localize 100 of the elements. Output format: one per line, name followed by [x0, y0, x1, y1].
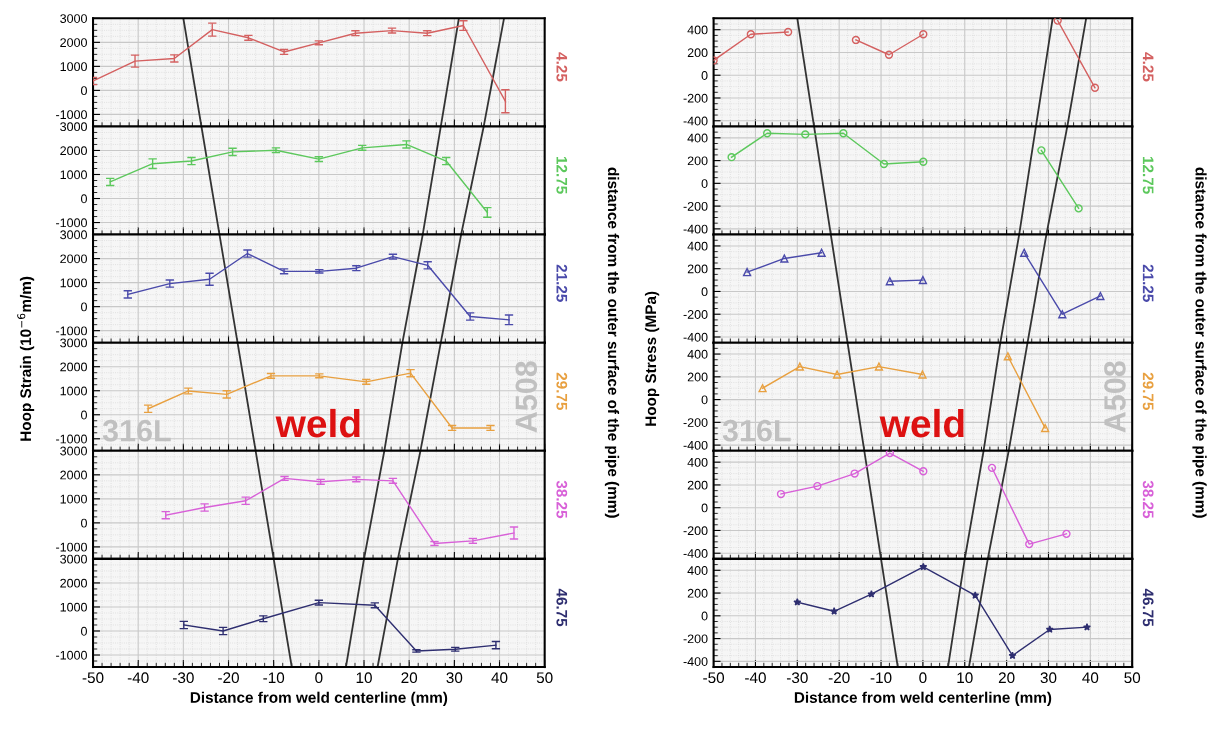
text: 21.25 [1142, 264, 1154, 302]
y2-axis-title: distance from the outer surface of the pipe (mm) [604, 167, 620, 518]
y-tick-label: -1000 [56, 326, 87, 336]
x-tick-label: -20 [218, 672, 239, 684]
y-tick-label: 200 [687, 372, 708, 382]
y-tick-label: -400 [683, 224, 708, 234]
annotation: weld [879, 408, 964, 438]
annotation: weld [275, 408, 360, 438]
x-tick-label: 0 [315, 672, 323, 684]
x-tick-label: 10 [356, 672, 372, 684]
x-tick-label: -10 [870, 672, 892, 684]
y-tick-label: 1000 [60, 170, 87, 180]
y-tick-label: -1000 [56, 218, 87, 228]
x-axis-title: Distance from weld centerline (mm) [794, 691, 1052, 706]
x-axis-title: Distance from weld centerline (mm) [190, 691, 448, 706]
y-tick-label: 0 [81, 302, 87, 312]
x-tick-label: 20 [998, 672, 1015, 684]
y-tick-label: 400 [687, 241, 708, 251]
x-tick-label: 50 [536, 672, 553, 684]
y-tick-label: -400 [683, 116, 708, 126]
y2-axis-title: distance from the outer surface of the pipe (mm) [1192, 167, 1207, 518]
y-tick-label: 2000 [60, 146, 87, 156]
y-tick-label: 1000 [60, 602, 87, 612]
y-tick-label: -200 [683, 526, 708, 536]
x-tick-label: 20 [401, 672, 418, 684]
text: 29.75 [1142, 372, 1154, 411]
y-tick-label: -200 [683, 418, 708, 427]
x-tick-label: -10 [263, 672, 285, 684]
y-tick-label: 0 [81, 626, 87, 636]
y-tick-label: 2000 [60, 362, 87, 372]
y-tick-label: 0 [701, 395, 708, 405]
y-tick-label: 400 [687, 25, 708, 35]
text: 12.75 [556, 156, 568, 194]
y-tick-label: 0 [701, 503, 708, 513]
y-axis-title: Hoop Stress (MPa) [644, 291, 660, 426]
y-tick-label: 3000 [60, 122, 87, 132]
x-tick-label: 30 [1040, 672, 1057, 684]
x-tick-label: 30 [446, 672, 463, 684]
y-tick-label: -1000 [56, 110, 87, 120]
y-tick-label: -1000 [56, 434, 87, 444]
y-tick-label: 0 [701, 71, 708, 80]
y-tick-label: 3000 [60, 338, 87, 348]
y-tick-label: 200 [687, 156, 708, 166]
y-tick-label: 400 [687, 133, 708, 143]
x-tick-label: -50 [703, 672, 725, 684]
y-tick-label: 400 [687, 349, 708, 359]
y-axis-title: Hoop Strain (10$^{−6}$m/m) [17, 276, 35, 441]
y-tick-label: 2000 [60, 470, 87, 480]
x-tick-label: 40 [1082, 672, 1099, 684]
text: 4.25 [556, 52, 568, 82]
text: 38.25 [556, 480, 568, 519]
y-tick-label: 1000 [60, 494, 87, 504]
text: 29.75 [556, 372, 568, 411]
y-tick-label: -400 [683, 332, 708, 342]
y-tick-label: 200 [687, 480, 708, 490]
y-tick-label: 0 [81, 410, 87, 420]
y-tick-label: -200 [683, 201, 708, 211]
y-tick-label: -400 [683, 657, 708, 666]
y-tick-label: 200 [687, 48, 708, 58]
y-tick-label: 3000 [60, 446, 87, 456]
y-tick-label: 3000 [60, 230, 87, 240]
y-tick-label: 0 [81, 86, 87, 96]
x-tick-label: -20 [828, 672, 850, 684]
y-tick-label: -400 [683, 440, 708, 450]
y-tick-label: 2000 [60, 254, 87, 264]
x-tick-label: -50 [82, 672, 104, 684]
y-tick-label: 3000 [60, 554, 87, 564]
text: 46.75 [1142, 588, 1154, 627]
x-tick-label: -30 [172, 672, 194, 684]
y-tick-label: 400 [687, 566, 708, 575]
y-tick-label: 3000 [60, 14, 87, 23]
x-tick-label: -30 [786, 672, 808, 684]
y-tick-label: 0 [81, 194, 87, 204]
y-tick-label: 2000 [60, 578, 87, 588]
y-tick-label: -1000 [56, 542, 87, 552]
x-tick-label: -40 [745, 672, 766, 684]
y-tick-label: -400 [683, 549, 708, 558]
y-tick-label: 2000 [60, 38, 87, 47]
text: 38.25 [1142, 480, 1154, 519]
y-tick-label: -1000 [56, 650, 87, 660]
y-tick-label: 1000 [60, 62, 87, 72]
y-tick-label: 1000 [60, 386, 87, 396]
text: 12.75 [1142, 156, 1154, 194]
y-tick-label: 400 [687, 457, 708, 467]
y-tick-label: 0 [701, 179, 708, 188]
text: 21.25 [556, 264, 568, 302]
y-tick-label: 1000 [60, 278, 87, 288]
x-tick-label: 0 [919, 672, 927, 684]
x-tick-label: 50 [1124, 672, 1141, 684]
text: 4.25 [1142, 52, 1154, 82]
y-tick-label: 0 [81, 518, 87, 528]
text: 46.75 [556, 588, 568, 627]
x-tick-label: -40 [127, 672, 149, 684]
y-tick-label: 0 [701, 287, 708, 297]
y-tick-label: 200 [687, 588, 708, 598]
y-tick-label: -200 [683, 310, 708, 319]
y-tick-label: 0 [701, 611, 708, 621]
y-tick-label: 200 [687, 264, 708, 274]
y-tick-label: -200 [683, 93, 708, 103]
y-tick-label: -200 [683, 634, 708, 644]
